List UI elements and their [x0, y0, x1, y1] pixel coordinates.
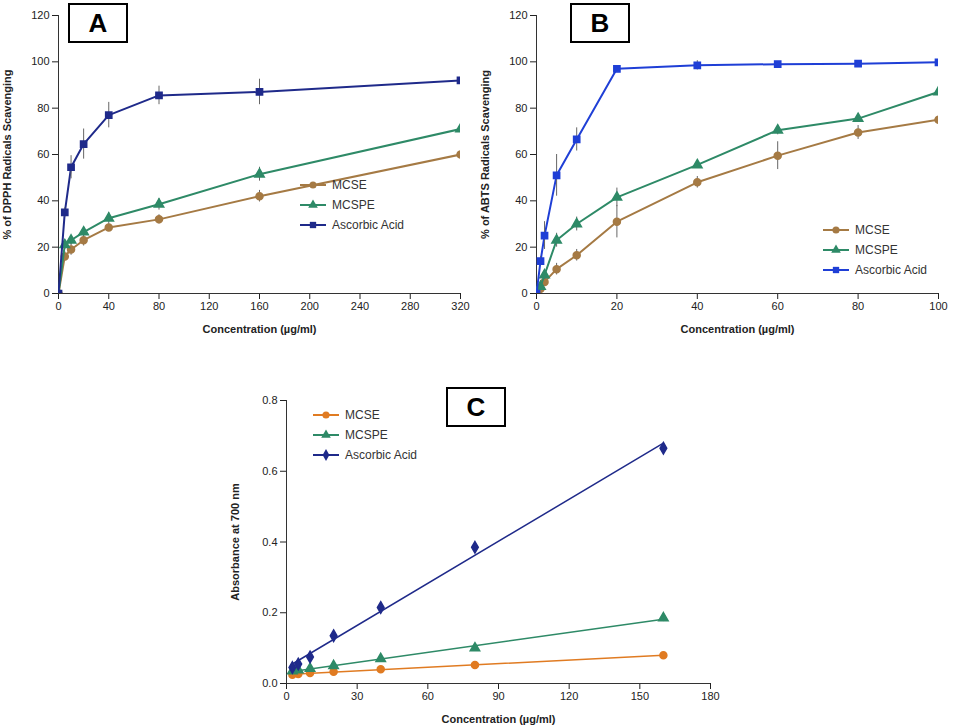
- svg-text:% of DPPH Radicals Scavenging: % of DPPH Radicals Scavenging: [1, 70, 13, 240]
- svg-text:200: 200: [301, 300, 319, 312]
- svg-text:60: 60: [772, 300, 784, 312]
- svg-text:150: 150: [631, 690, 649, 702]
- svg-text:120: 120: [560, 690, 578, 702]
- svg-text:0: 0: [43, 287, 49, 299]
- svg-text:0: 0: [521, 287, 527, 299]
- svg-text:120: 120: [509, 9, 527, 21]
- svg-text:320: 320: [451, 300, 469, 312]
- svg-text:60: 60: [422, 690, 434, 702]
- html-text:MCSE: MCSE: [345, 408, 380, 422]
- html-text:MCSPE: MCSPE: [332, 198, 375, 212]
- svg-text:60: 60: [515, 148, 527, 160]
- svg-text:40: 40: [515, 194, 527, 206]
- svg-text:90: 90: [492, 690, 504, 702]
- svg-text:0: 0: [533, 300, 539, 312]
- svg-text:80: 80: [515, 102, 527, 114]
- svg-text:40: 40: [691, 300, 703, 312]
- svg-text:20: 20: [611, 300, 623, 312]
- svg-text:0.0: 0.0: [262, 677, 277, 689]
- svg-text:120: 120: [200, 300, 218, 312]
- svg-text:30: 30: [351, 690, 363, 702]
- svg-text:0: 0: [55, 300, 61, 312]
- svg-text:240: 240: [351, 300, 369, 312]
- svg-text:180: 180: [701, 690, 719, 702]
- svg-text:280: 280: [401, 300, 419, 312]
- svg-text:0.2: 0.2: [262, 606, 277, 618]
- svg-text:80: 80: [37, 102, 49, 114]
- svg-text:% of ABTS Radicals Scavenging: % of ABTS Radicals Scavenging: [479, 70, 491, 239]
- svg-text:80: 80: [153, 300, 165, 312]
- svg-text:Absorbance at 700 nm: Absorbance at 700 nm: [229, 483, 241, 601]
- html-text:A: A: [88, 8, 108, 38]
- svg-text:0.6: 0.6: [262, 465, 277, 477]
- svg-text:100: 100: [31, 55, 49, 67]
- html-text:Ascorbic Acid: Ascorbic Acid: [345, 448, 417, 462]
- svg-text:160: 160: [250, 300, 268, 312]
- svg-text:100: 100: [509, 55, 527, 67]
- html-text:Ascorbic Acid: Ascorbic Acid: [855, 263, 927, 277]
- svg-text:Concentration (µg/ml): Concentration (µg/ml): [203, 323, 317, 335]
- svg-text:40: 40: [37, 194, 49, 206]
- svg-text:40: 40: [103, 300, 115, 312]
- html-text:MCSPE: MCSPE: [345, 428, 388, 442]
- html-text:MCSPE: MCSPE: [855, 243, 898, 257]
- svg-text:Concentration (µg/ml): Concentration (µg/ml): [442, 713, 556, 725]
- svg-text:0.8: 0.8: [262, 394, 277, 406]
- svg-text:20: 20: [515, 241, 527, 253]
- html-text:MCSE: MCSE: [855, 223, 890, 237]
- html-text:B: B: [590, 8, 610, 38]
- html-text:Ascorbic Acid: Ascorbic Acid: [332, 218, 404, 232]
- svg-text:Concentration (µg/ml): Concentration (µg/ml): [681, 323, 795, 335]
- svg-text:80: 80: [852, 300, 864, 312]
- svg-text:120: 120: [31, 9, 49, 21]
- svg-text:0: 0: [283, 690, 289, 702]
- html-text:MCSE: MCSE: [332, 178, 367, 192]
- svg-text:100: 100: [929, 300, 947, 312]
- html-text:C: C: [466, 392, 486, 422]
- svg-text:60: 60: [37, 148, 49, 160]
- svg-text:0.4: 0.4: [262, 536, 277, 548]
- svg-text:20: 20: [37, 241, 49, 253]
